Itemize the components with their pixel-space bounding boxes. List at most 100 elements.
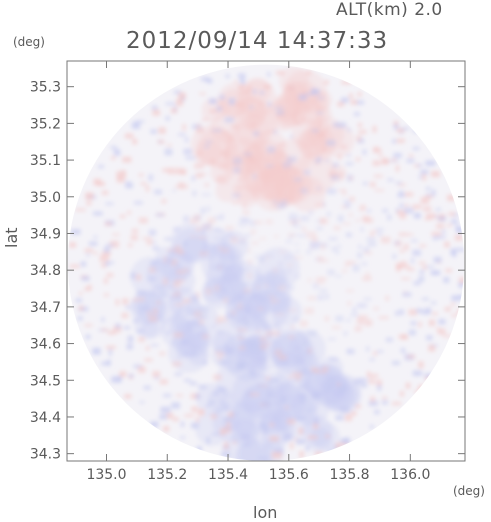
noise-cell [130, 272, 136, 280]
noise-cell [418, 384, 426, 392]
noise-cell [152, 245, 160, 251]
noise-cell [159, 352, 166, 356]
noise-cell [287, 375, 294, 379]
noise-cell [216, 106, 222, 112]
noise-cell [250, 369, 255, 377]
noise-cell [410, 239, 418, 242]
noise-cell [183, 300, 189, 304]
noise-cell [208, 98, 217, 104]
noise-cell [271, 451, 282, 459]
noise-cell [236, 184, 243, 190]
noise-cell [140, 181, 147, 186]
noise-cell [142, 237, 152, 240]
noise-cell [148, 315, 158, 322]
noise-cell [353, 112, 360, 116]
noise-cell [298, 384, 309, 390]
noise-cell [219, 428, 226, 435]
noise-cell [144, 358, 153, 362]
noise-cell [345, 319, 351, 322]
noise-cell [231, 310, 236, 316]
region-cell [207, 319, 245, 356]
noise-cell [242, 210, 250, 215]
noise-cell [162, 168, 171, 173]
noise-cell [224, 426, 232, 433]
noise-cell [259, 293, 269, 301]
noise-cell [422, 206, 432, 212]
x-tick-label: 135.2 [147, 467, 187, 483]
noise-cell [330, 175, 340, 181]
noise-cell [103, 278, 108, 284]
noise-cell [151, 105, 158, 110]
noise-cell [105, 202, 114, 205]
noise-cell [258, 102, 267, 105]
noise-cell [396, 265, 401, 272]
noise-cell [174, 303, 184, 306]
noise-cell [236, 319, 241, 325]
noise-cell [224, 117, 234, 123]
noise-cell [431, 231, 442, 236]
noise-cell [283, 162, 292, 169]
noise-cell [338, 153, 342, 161]
noise-cell [458, 282, 464, 288]
region-cell [229, 400, 266, 438]
noise-cell [431, 189, 436, 197]
noise-cell [414, 390, 423, 394]
noise-cell [408, 329, 416, 336]
noise-cell [347, 128, 351, 132]
noise-cell [206, 206, 210, 212]
noise-cell [297, 234, 306, 238]
y-tick-label: 35.1 [30, 153, 61, 169]
noise-cell [346, 232, 351, 237]
noise-cell [172, 227, 180, 232]
noise-cell [315, 219, 323, 223]
noise-cell [443, 277, 450, 283]
noise-cell [293, 256, 303, 260]
noise-cell [273, 299, 280, 303]
noise-cell [182, 298, 192, 302]
noise-cell [441, 229, 446, 234]
noise-cell [150, 260, 159, 267]
noise-cell [275, 313, 285, 316]
noise-cell [339, 442, 349, 447]
noise-cell [207, 217, 216, 224]
noise-cell [442, 334, 452, 337]
noise-cell [425, 193, 432, 197]
noise-cell [224, 405, 229, 411]
noise-cell [293, 118, 298, 126]
noise-cell [324, 80, 329, 85]
noise-cell [412, 204, 422, 210]
noise-cell [224, 342, 229, 350]
noise-cell [355, 404, 361, 409]
noise-cell [195, 127, 204, 133]
noise-cell [103, 246, 110, 253]
noise-cell [78, 292, 83, 295]
noise-cell [163, 393, 172, 398]
noise-cell [153, 267, 161, 271]
noise-cell [254, 254, 264, 261]
noise-cell [204, 145, 210, 149]
noise-cell [422, 265, 428, 270]
noise-cell [183, 352, 189, 356]
noise-cell [308, 371, 316, 374]
noise-cell [316, 156, 322, 163]
noise-cell [300, 116, 305, 122]
noise-cell [337, 122, 347, 128]
noise-cell [350, 99, 358, 105]
noise-cell [200, 207, 206, 214]
noise-cell [176, 99, 183, 107]
noise-cell [115, 323, 121, 329]
noise-cell [190, 422, 199, 429]
noise-cell [412, 129, 422, 133]
noise-cell [227, 230, 233, 238]
noise-cell [381, 400, 388, 405]
noise-cell [245, 307, 249, 314]
noise-cell [259, 336, 267, 342]
noise-cell [283, 434, 294, 441]
noise-cell [163, 426, 170, 432]
noise-cell [180, 168, 187, 175]
noise-cell [288, 213, 298, 220]
noise-cell [78, 305, 84, 311]
noise-cell [75, 298, 82, 303]
noise-cell [431, 301, 437, 305]
noise-cell [152, 240, 157, 244]
